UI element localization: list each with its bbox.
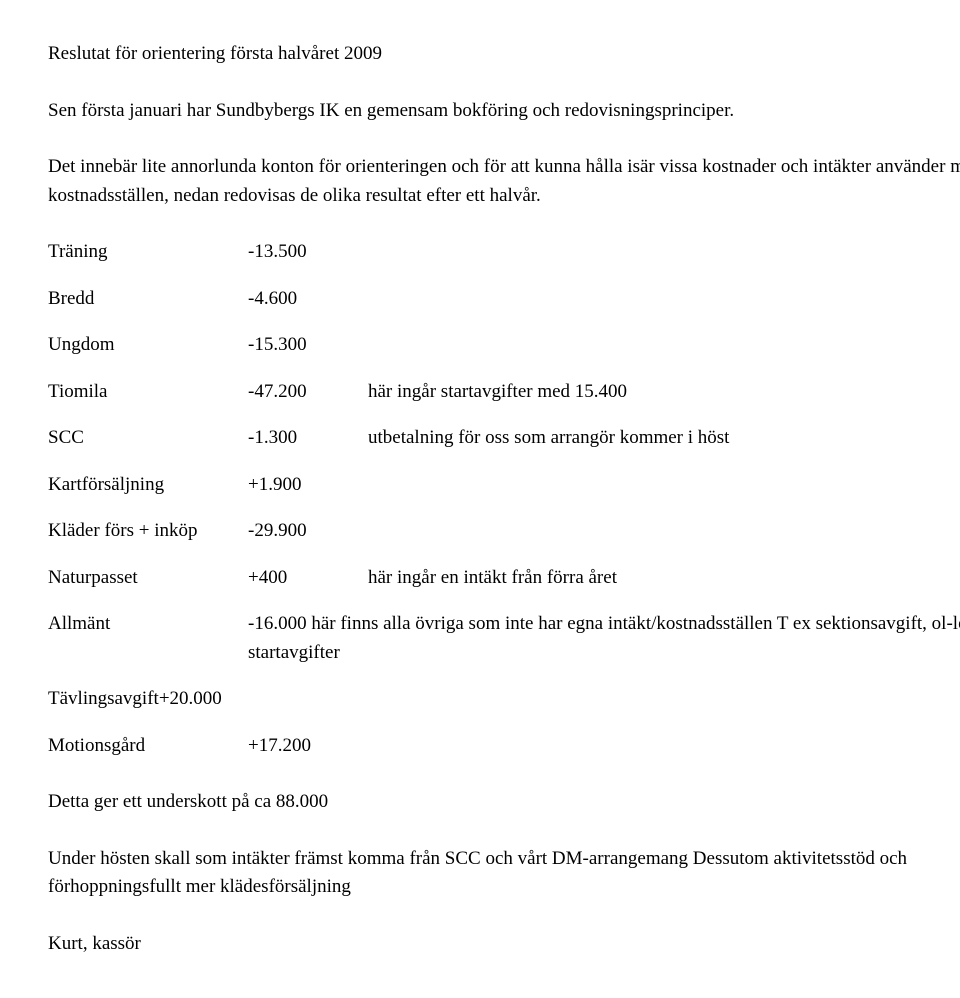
row-value: -15.300 <box>248 331 368 360</box>
underskott-line: Detta ger ett underskott på ca 88.000 <box>48 788 960 817</box>
row-naturpasset: Naturpasset +400 här ingår en intäkt frå… <box>48 564 960 593</box>
row-value: +400 <box>248 564 368 593</box>
row-value: -13.500 <box>248 238 368 267</box>
intro-paragraph-1: Sen första januari har Sundbybergs IK en… <box>48 97 960 126</box>
row-value: -29.900 <box>248 517 368 546</box>
row-label: Bredd <box>48 285 248 314</box>
row-motionsgard: Motionsgård +17.200 <box>48 732 960 761</box>
row-label: Allmänt <box>48 610 248 639</box>
row-bredd: Bredd -4.600 <box>48 285 960 314</box>
row-ungdom: Ungdom -15.300 <box>48 331 960 360</box>
financial-rows: Träning -13.500 Bredd -4.600 Ungdom -15.… <box>48 238 960 760</box>
row-label: Träning <box>48 238 248 267</box>
row-allmant: Allmänt -16.000 här finns alla övriga so… <box>48 610 960 667</box>
row-value: -47.200 <box>248 378 368 407</box>
row-kartforsaljning: Kartförsäljning +1.900 <box>48 471 960 500</box>
row-value: +1.900 <box>248 471 368 500</box>
row-label: Kartförsäljning <box>48 471 248 500</box>
row-note: här ingår startavgifter med 15.400 <box>368 378 960 407</box>
row-note: utbetalning för oss som arrangör kommer … <box>368 424 960 453</box>
row-label: Naturpasset <box>48 564 248 593</box>
row-label: Kläder förs + inköp <box>48 517 248 546</box>
page-title: Reslutat för orientering första halvåret… <box>48 40 960 69</box>
row-note: här finns alla övriga som inte har egna … <box>248 613 960 663</box>
row-value: +20.000 <box>159 685 222 714</box>
row-traning: Träning -13.500 <box>48 238 960 267</box>
row-scc: SCC -1.300 utbetalning för oss som arran… <box>48 424 960 453</box>
row-label: SCC <box>48 424 248 453</box>
row-tavlingsavgift: Tävlingsavgift+20.000 <box>48 685 960 714</box>
row-label: Ungdom <box>48 331 248 360</box>
row-note: här ingår en intäkt från förra året <box>368 564 960 593</box>
row-klader: Kläder förs + inköp -29.900 <box>48 517 960 546</box>
signoff: Kurt, kassör <box>48 930 960 959</box>
row-note-block: -16.000 här finns alla övriga som inte h… <box>248 610 960 667</box>
row-tiomila: Tiomila -47.200 här ingår startavgifter … <box>48 378 960 407</box>
row-value: -1.300 <box>248 424 368 453</box>
row-value: +17.200 <box>248 732 368 761</box>
intro-paragraph-2: Det innebär lite annorlunda konton för o… <box>48 153 960 210</box>
row-value: -4.600 <box>248 285 368 314</box>
row-label: Tävlingsavgift <box>48 685 159 714</box>
row-label: Tiomila <box>48 378 248 407</box>
row-value: -16.000 <box>248 613 307 634</box>
row-label: Motionsgård <box>48 732 248 761</box>
closing-paragraph: Under hösten skall som intäkter främst k… <box>48 845 960 902</box>
